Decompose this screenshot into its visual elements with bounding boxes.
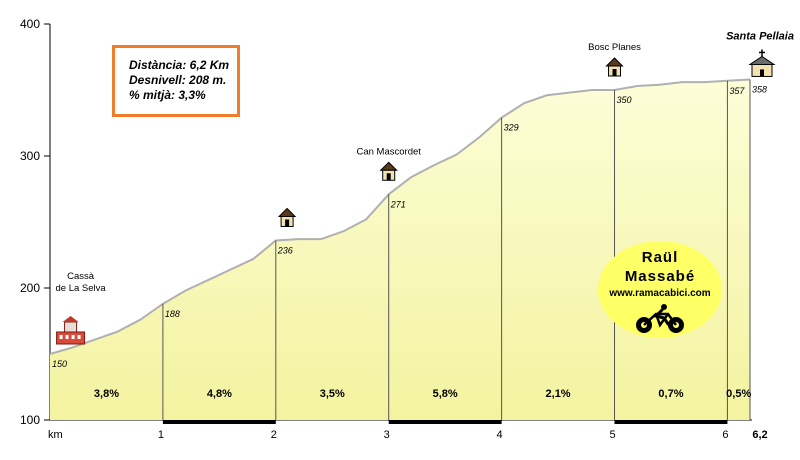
roof-shape xyxy=(277,207,297,217)
roof-shape xyxy=(748,55,776,65)
altitude-label: 350 xyxy=(617,95,632,105)
gradient-label: 3,8% xyxy=(94,388,119,400)
place-name-label: de La Selva xyxy=(55,283,106,294)
author-badge: Raül Massabé www.ramacabici.com xyxy=(598,241,722,338)
author-last-name: Massabé xyxy=(624,268,696,285)
door-shape xyxy=(386,173,391,181)
profile-line xyxy=(49,78,751,355)
y-tick-label: 200 xyxy=(20,281,40,295)
window-shape xyxy=(71,335,75,339)
church-icon xyxy=(748,49,776,77)
y-tick-label: 400 xyxy=(20,17,40,31)
x-tick-label: 6 xyxy=(722,429,728,441)
altitude-label: 329 xyxy=(504,123,519,133)
door-shape xyxy=(760,69,764,77)
altitude-label: 271 xyxy=(390,199,406,209)
place-name-label: Santa Pellaia xyxy=(726,30,794,42)
place-name-label: Bosc Planes xyxy=(588,42,641,53)
elevation-gain-text: Desnivell: 208 m. xyxy=(129,73,227,87)
building-shape xyxy=(64,321,78,333)
y-tick-label: 100 xyxy=(20,413,40,427)
x-tick-label: 4 xyxy=(497,429,503,441)
average-gradient-text: % mitjà: 3,3% xyxy=(129,88,206,102)
window-shape xyxy=(59,335,63,339)
y-tick-label: 300 xyxy=(20,149,40,163)
altitude-label: 358 xyxy=(752,84,767,94)
gradient-label: 0,7% xyxy=(658,388,683,400)
x-tick-label: 5 xyxy=(609,429,615,441)
x-axis-label: km xyxy=(48,429,63,441)
door-shape xyxy=(612,69,617,76)
route-info-box: Distància: 6,2 Km Desnivell: 208 m. % mi… xyxy=(112,45,240,117)
author-website[interactable]: www.ramacabici.com xyxy=(609,288,711,299)
author-first-name: Raül xyxy=(641,249,679,266)
gradient-label: 4,8% xyxy=(207,388,232,400)
x-tick-label: 6,2 xyxy=(752,429,767,441)
x-tick-label: 2 xyxy=(271,429,277,441)
km-scale-bar xyxy=(388,420,502,424)
roof-shape xyxy=(605,57,624,67)
window-shape xyxy=(77,335,81,339)
gradient-label: 2,1% xyxy=(546,388,571,400)
x-tick-label: 1 xyxy=(158,429,164,441)
km-scale-bar xyxy=(614,420,728,424)
altitude-label: 357 xyxy=(729,86,745,96)
door-shape xyxy=(285,219,290,227)
gradient-label: 3,5% xyxy=(320,388,345,400)
place-name-label: Cassà xyxy=(67,271,95,282)
distance-text: Distància: 6,2 Km xyxy=(129,58,230,72)
altitude-label: 188 xyxy=(165,309,180,319)
house-icon xyxy=(379,161,398,181)
place-name-label: Can Mascordet xyxy=(356,146,421,157)
altitude-label: 150 xyxy=(52,359,67,369)
altitude-label: 236 xyxy=(277,245,293,255)
x-tick-label: 3 xyxy=(384,429,390,441)
cyclist-icon xyxy=(636,304,684,333)
km-scale-bar xyxy=(162,420,276,424)
profile-area xyxy=(50,79,750,420)
house-icon xyxy=(605,57,624,77)
gradient-label: 0,5% xyxy=(726,388,751,400)
gradient-label: 5,8% xyxy=(433,388,458,400)
roof-shape xyxy=(379,161,398,171)
roof-shape xyxy=(62,316,79,322)
town-icon xyxy=(56,316,86,345)
house-icon xyxy=(277,207,297,227)
window-shape xyxy=(65,335,69,339)
